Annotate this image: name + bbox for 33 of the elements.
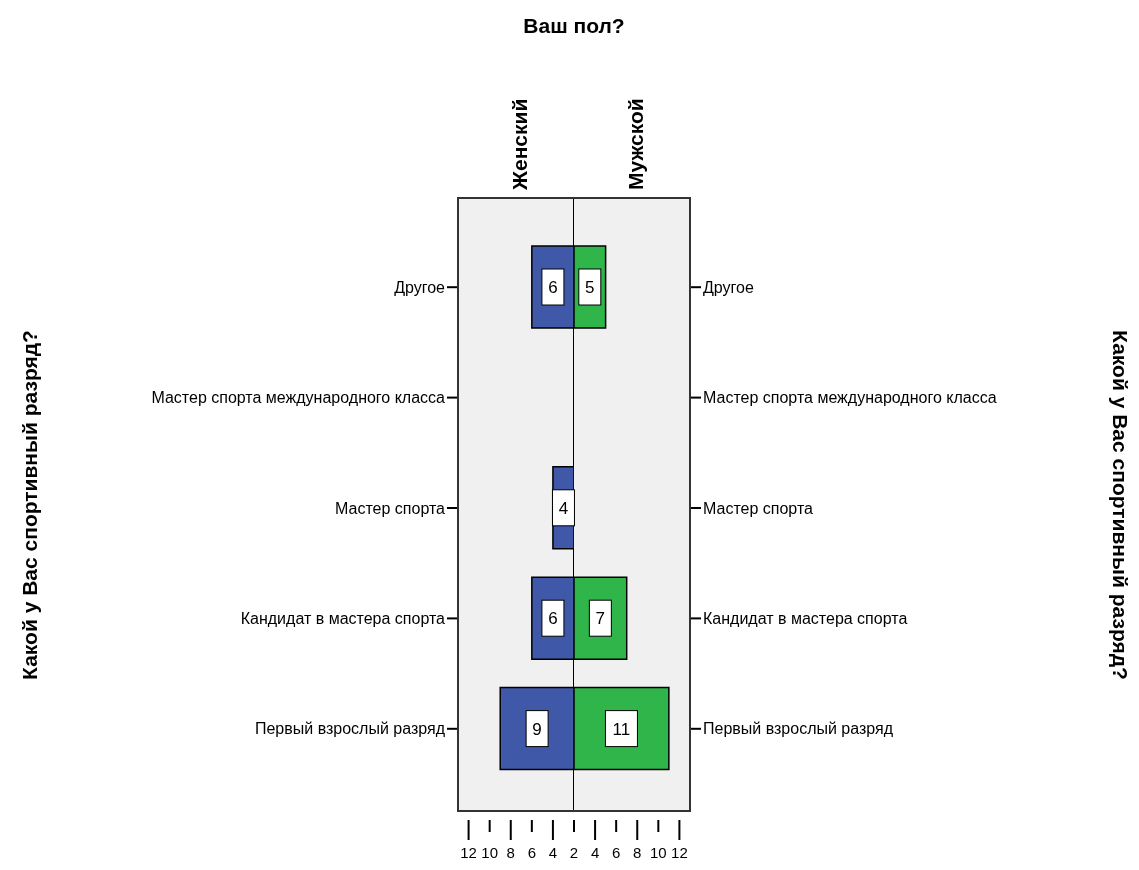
x-tick-label: 4 <box>590 844 600 861</box>
y-tick-label: Мастер спорта <box>703 499 814 517</box>
chart-title: Ваш пол? <box>522 14 626 38</box>
chart-subtitle: Мужской <box>623 98 648 190</box>
x-tick-label: 6 <box>527 844 537 861</box>
x-tick-label: 4 <box>548 844 558 861</box>
x-tick-label: 12 <box>671 844 688 861</box>
y-tick-label: Кандидат в мастера спорта <box>703 610 908 628</box>
data-label: 6 <box>548 609 558 629</box>
x-tick-label: 6 <box>611 844 621 861</box>
y-tick-label: Мастер спорта международного класса <box>151 389 446 407</box>
y-tick-label: Первый взрослый разряд <box>703 720 894 738</box>
y-axis-title: Какой у Вас спортивный разряд? <box>17 329 42 682</box>
data-label: 4 <box>558 498 569 518</box>
data-label: 6 <box>548 278 558 297</box>
data-label: 7 <box>595 609 606 629</box>
data-label: 11 <box>612 719 631 739</box>
x-tick-label: 2 <box>569 844 579 861</box>
y-tick-label: Другое <box>394 278 446 296</box>
x-tick-label: 12 <box>460 844 477 861</box>
x-tick-label: 8 <box>506 844 515 861</box>
x-tick-label: 10 <box>649 844 667 861</box>
x-tick-label: 8 <box>633 844 642 861</box>
y-axis-title: Какой у Вас спортивный разряд? <box>1108 329 1133 682</box>
y-tick-label: Первый взрослый разряд <box>254 720 446 738</box>
y-tick-label: Другое <box>703 278 754 296</box>
y-tick-label: Кандидат в мастера спорта <box>240 610 446 628</box>
data-label: 9 <box>532 719 542 739</box>
data-label: 5 <box>585 278 595 297</box>
y-tick-label: Мастер спорта <box>335 499 446 517</box>
y-tick-label: Мастер спорта международного класса <box>703 389 997 407</box>
x-tick-label: 10 <box>481 844 499 861</box>
chart-subtitle: Женский <box>507 98 532 190</box>
